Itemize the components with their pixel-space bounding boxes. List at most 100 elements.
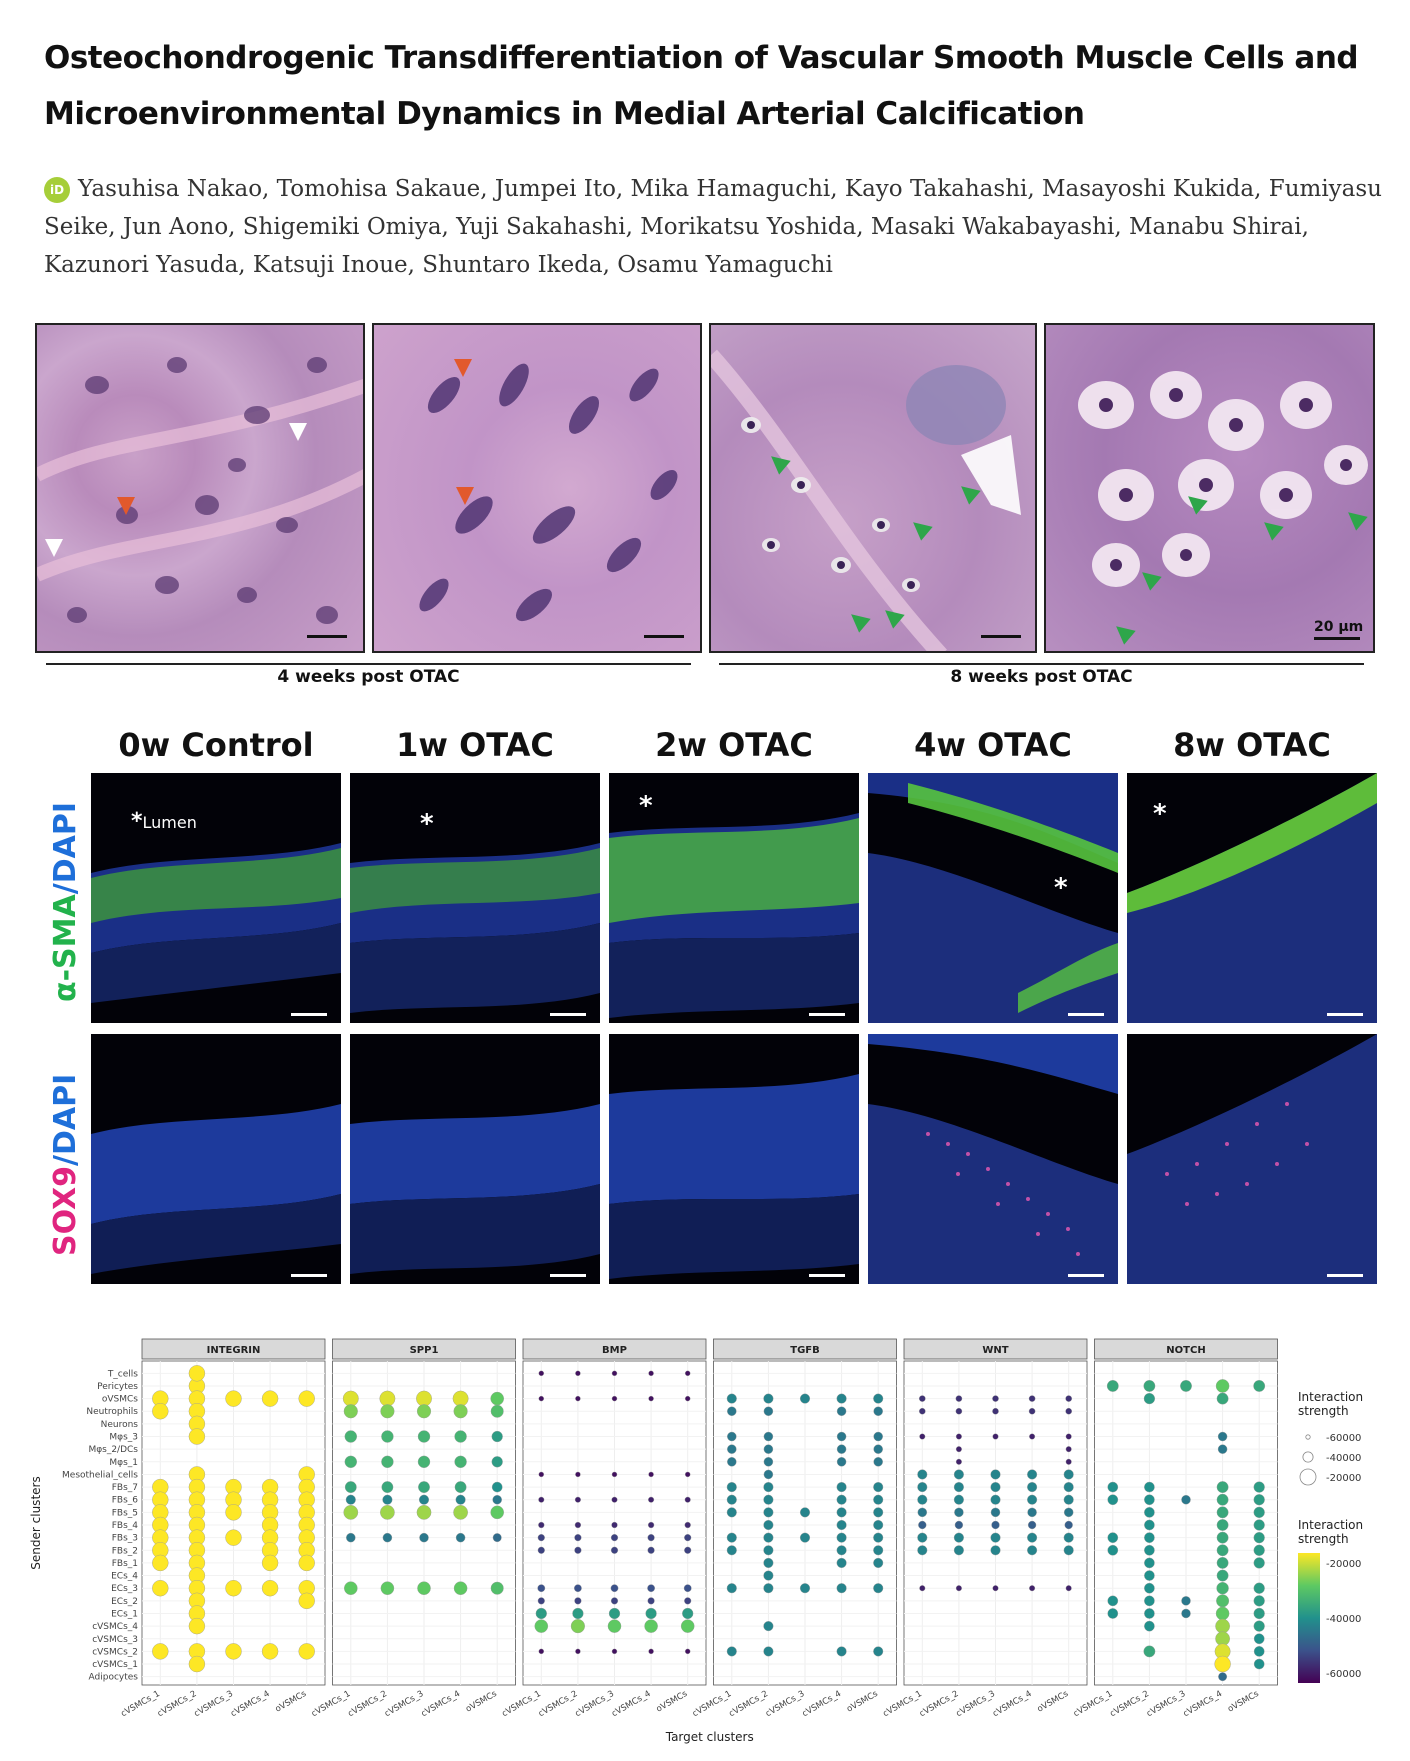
y-tick-label: T_cells [107, 1369, 138, 1379]
data-point [990, 1507, 1001, 1518]
data-point [726, 1393, 737, 1404]
data-point [610, 1584, 619, 1593]
data-point [1065, 1458, 1072, 1465]
data-point [648, 1648, 654, 1655]
data-point [1029, 1585, 1036, 1592]
tissue-image [868, 1034, 1118, 1284]
data-point [380, 1581, 395, 1595]
scale-bar [809, 1274, 845, 1277]
white-arrowhead-icon [289, 423, 307, 441]
data-point [1028, 1407, 1036, 1415]
data-point [1107, 1494, 1119, 1506]
y-tick-label: FBs_2 [112, 1546, 138, 1556]
data-point [537, 1534, 545, 1542]
data-point [873, 1583, 884, 1594]
data-point [953, 1469, 964, 1480]
data-point [1215, 1618, 1230, 1634]
data-point [611, 1521, 618, 1529]
histology-texture [419, 363, 678, 622]
data-point [490, 1404, 504, 1418]
data-point [1065, 1395, 1072, 1402]
data-point [763, 1621, 774, 1632]
data-point [455, 1532, 466, 1543]
tissue-image [91, 1104, 341, 1274]
data-point [538, 1471, 544, 1478]
data-point [1063, 1545, 1074, 1556]
data-point [418, 1481, 430, 1493]
period-label-4w: 4 weeks post OTAC [277, 667, 460, 687]
histology-panel-1 [35, 323, 365, 653]
column-header: 1w OTAC [396, 726, 554, 764]
x-tick-label: oVSMCs [274, 1689, 309, 1715]
data-point [1065, 1446, 1072, 1453]
color-legend-label: -60000 [1326, 1669, 1361, 1680]
data-point [575, 1395, 581, 1402]
data-point [1027, 1507, 1037, 1518]
if-panel-asma-8w: * [1127, 773, 1377, 1023]
author-list: iD Yasuhisa Nakao, Tomohisa Sakaue, Jumpe… [44, 170, 1384, 284]
x-tick-label: cVSMCs_4 [610, 1689, 652, 1719]
data-point [647, 1521, 655, 1529]
data-point [836, 1457, 847, 1467]
data-point [346, 1532, 356, 1543]
data-point [917, 1532, 928, 1543]
data-point [607, 1619, 622, 1633]
data-point [1253, 1380, 1266, 1392]
data-point [1107, 1544, 1119, 1556]
data-point [836, 1406, 847, 1416]
y-tick-label: Pericytes [97, 1382, 138, 1392]
data-point [1216, 1531, 1229, 1544]
data-point [685, 1395, 691, 1402]
data-point [188, 1617, 206, 1635]
data-point [955, 1433, 962, 1440]
column-header: 4w OTAC [914, 726, 1072, 764]
x-tick-label: cVSMCs_1 [1072, 1689, 1114, 1719]
size-legend-label: -40000 [1326, 1453, 1361, 1464]
data-point [345, 1494, 356, 1505]
data-point [648, 1496, 655, 1503]
data-point [991, 1520, 1000, 1530]
x-tick-label: cVSMCs_4 [229, 1689, 271, 1719]
row-label-asma: α-SMA/DAPI [48, 802, 83, 1002]
data-point [1029, 1433, 1036, 1440]
x-tick-label: cVSMCs_3 [1145, 1689, 1187, 1719]
data-point [953, 1494, 964, 1505]
scale-bar [550, 1274, 586, 1277]
data-point [1253, 1607, 1265, 1620]
data-point [611, 1370, 618, 1377]
data-point [992, 1395, 999, 1402]
data-point [417, 1430, 431, 1443]
if-panel-asma-0w: *Lumen [91, 773, 341, 1023]
if-panel-asma-2w: * [609, 773, 859, 1023]
histology-texture [37, 357, 363, 624]
marker-dapi: DAPI [48, 802, 83, 884]
data-point [873, 1444, 883, 1454]
x-tick-label: cVSMCs_4 [991, 1689, 1033, 1719]
data-point [454, 1455, 467, 1468]
y-tick-label: cVSMCs_4 [92, 1622, 138, 1632]
data-point [1216, 1569, 1229, 1582]
orcid-icon[interactable]: iD [44, 177, 70, 203]
marker-sox9: SOX9 [48, 1165, 83, 1256]
data-point [990, 1482, 1001, 1493]
data-point [955, 1585, 962, 1592]
data-point [955, 1395, 963, 1402]
data-point [343, 1404, 358, 1419]
data-point [1144, 1557, 1155, 1569]
data-point [726, 1532, 737, 1543]
data-point [763, 1570, 774, 1581]
scale-bar [1327, 1013, 1363, 1016]
lumen-star: * [639, 791, 653, 821]
histology-panel-2 [372, 323, 702, 653]
paper-title: Osteochondrogenic Transdifferentiation o… [44, 40, 1359, 132]
data-point [763, 1393, 774, 1404]
data-point [344, 1430, 357, 1443]
data-point [836, 1393, 847, 1404]
data-point [1027, 1482, 1038, 1493]
scale-bar [1068, 1013, 1104, 1016]
facet-strip [903, 1338, 1088, 1360]
data-point [1216, 1392, 1229, 1405]
y-tick-label: Mesothelial_cells [62, 1470, 138, 1480]
data-point [537, 1546, 545, 1554]
facet-strip-label: WNT [982, 1345, 1008, 1356]
